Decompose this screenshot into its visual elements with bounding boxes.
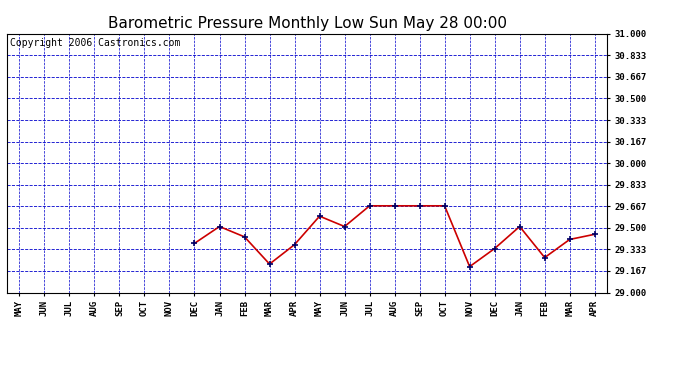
Title: Barometric Pressure Monthly Low Sun May 28 00:00: Barometric Pressure Monthly Low Sun May … xyxy=(108,16,506,31)
Text: Copyright 2006 Castronics.com: Copyright 2006 Castronics.com xyxy=(10,38,180,48)
